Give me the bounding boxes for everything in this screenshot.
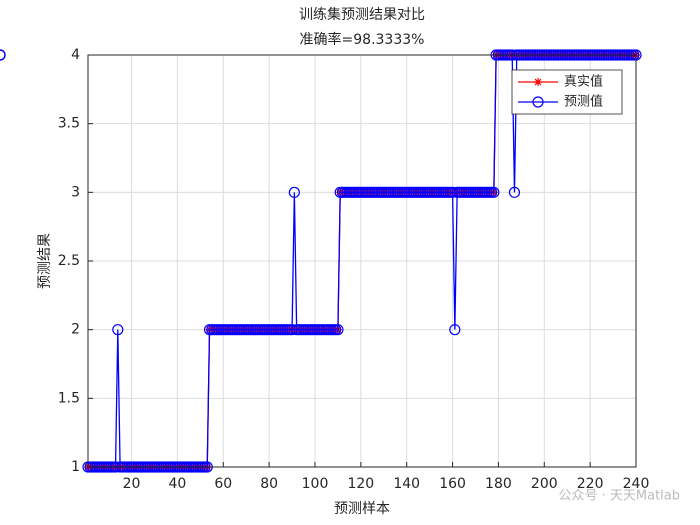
y-tick-label: 1	[71, 459, 80, 475]
legend-marker	[532, 96, 544, 108]
point	[449, 324, 461, 336]
legend-label: 真实值	[564, 74, 603, 90]
chart-subtitle: 准确率=98.3333%	[300, 31, 425, 48]
watermark: 公众号 · 天天Matlab	[558, 489, 680, 504]
point	[288, 186, 300, 198]
legend-label: 预测值	[564, 94, 603, 110]
x-tick-label: 40	[169, 476, 187, 492]
x-tick-label: 20	[123, 476, 141, 492]
point	[488, 186, 500, 198]
chart-title: 训练集预测结果对比	[299, 6, 425, 23]
point	[112, 324, 124, 336]
x-tick-label: 120	[347, 476, 374, 492]
x-axis-label: 预测样本	[334, 501, 390, 517]
point	[508, 186, 521, 198]
y-tick-label: 3.5	[58, 116, 80, 132]
point	[446, 186, 459, 198]
point	[332, 324, 344, 336]
y-tick-label: 3	[71, 184, 80, 200]
legend-marker	[534, 78, 542, 86]
legend-box	[511, 69, 623, 115]
x-tick-label: 200	[531, 476, 558, 492]
x-tick-label: 140	[393, 476, 420, 492]
x-tick-label: 240	[623, 476, 650, 492]
axes-box	[87, 54, 637, 468]
point	[286, 324, 298, 336]
x-tick-label: 100	[302, 476, 329, 492]
x-tick-label: 220	[577, 476, 604, 492]
x-tick-label: 160	[439, 476, 466, 492]
y-axis-label: 预测结果	[37, 233, 53, 289]
y-tick-label: 2	[71, 322, 80, 338]
y-tick-label: 2.5	[58, 253, 80, 269]
x-tick-label: 80	[260, 476, 278, 492]
y-tick-label: 4	[71, 47, 80, 63]
point	[0, 49, 6, 61]
y-tick-label: 1.5	[58, 390, 80, 406]
x-tick-label: 60	[214, 476, 232, 492]
x-tick-label: 180	[485, 476, 512, 492]
